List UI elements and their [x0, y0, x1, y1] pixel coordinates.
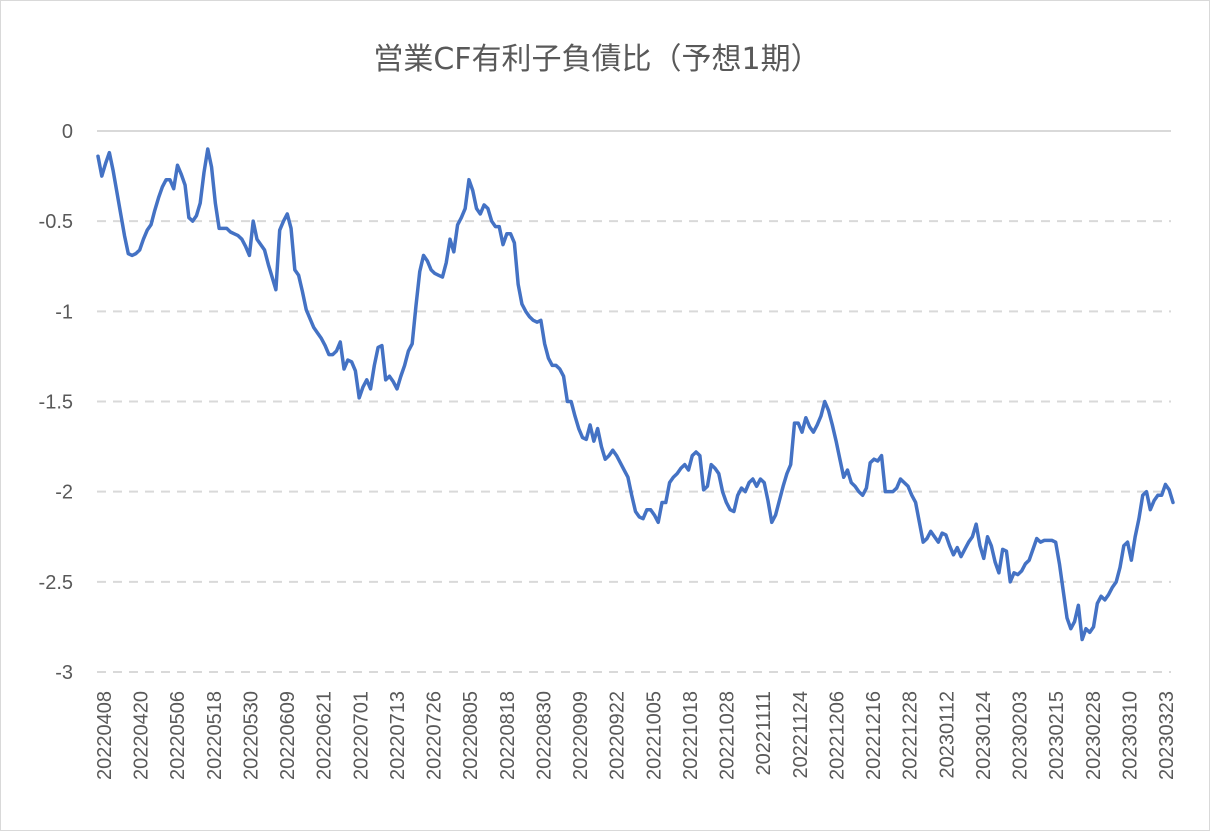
- x-tick-label: 20220420: [131, 691, 153, 780]
- x-tick-label: 20220818: [497, 691, 519, 780]
- x-tick-label: 20230323: [1156, 691, 1178, 780]
- x-tick-label: 20230228: [1083, 691, 1105, 780]
- x-tick-label: 20220701: [350, 691, 372, 780]
- x-tick-label: 20220408: [94, 691, 116, 780]
- x-tick-label: 20221018: [680, 691, 702, 780]
- gridlines: [97, 130, 1171, 673]
- x-tick-label: 20220506: [167, 691, 189, 780]
- x-axis-ticks: 20220408 20220420 20220506 20220518 20220530…: [94, 691, 1178, 780]
- x-tick-label: 20220530: [240, 691, 262, 780]
- x-tick-label: 20221228: [900, 691, 922, 780]
- y-tick-label: 0: [62, 121, 73, 143]
- x-tick-label: 20221028: [717, 691, 739, 780]
- x-tick-label: 20221206: [826, 691, 848, 780]
- y-axis-ticks: 0 -0.5 -1 -1.5 -2 -2.5 -3: [39, 121, 73, 684]
- series-layer: [96, 147, 1175, 642]
- x-tick-label: 20220609: [277, 691, 299, 780]
- x-tick-label: 20220726: [424, 691, 446, 780]
- x-tick-label: 20230215: [1046, 691, 1068, 780]
- x-tick-label: 20230310: [1119, 691, 1141, 780]
- y-tick-label: -0.5: [39, 211, 73, 233]
- x-tick-label: 20220621: [314, 691, 336, 780]
- y-tick-label: -3: [55, 662, 73, 684]
- x-tick-label: 20221124: [790, 691, 812, 779]
- y-tick-label: -1: [55, 301, 73, 323]
- y-tick-label: -2: [55, 482, 73, 504]
- x-tick-label: 20221216: [863, 691, 885, 780]
- x-tick-label: 20220805: [460, 691, 482, 780]
- x-tick-label: 20230203: [1010, 691, 1032, 780]
- chart-title: 営業CF有利子負債比（予想1期）: [373, 42, 820, 77]
- x-tick-label: 20220830: [533, 691, 555, 780]
- x-tick-label: 20221005: [643, 691, 665, 780]
- y-tick-label: -2.5: [39, 572, 73, 594]
- x-tick-label: 20220909: [570, 691, 592, 780]
- series-line: [96, 147, 1175, 642]
- y-tick-label: -1.5: [39, 392, 73, 414]
- x-tick-label: 20221111: [753, 691, 775, 776]
- x-tick-label: 20220713: [387, 691, 409, 780]
- x-tick-label: 20220518: [204, 691, 226, 780]
- x-tick-label: 20220922: [607, 691, 629, 780]
- x-tick-label: 20230112: [936, 691, 958, 779]
- x-tick-label: 20230124: [973, 691, 995, 780]
